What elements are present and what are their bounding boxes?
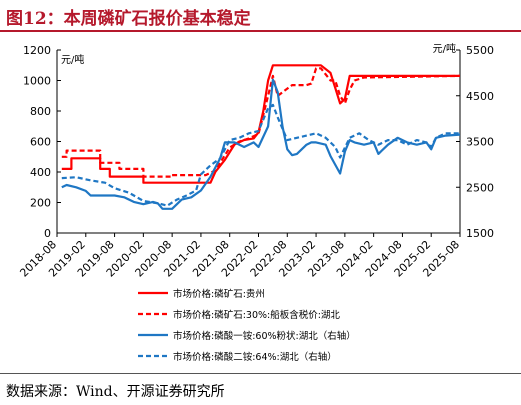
left-tick-label: 400 bbox=[30, 166, 51, 179]
left-tick-label: 800 bbox=[30, 105, 51, 118]
left-unit-label: 元/吨 bbox=[61, 53, 84, 66]
right-tick-label: 2500 bbox=[466, 181, 494, 194]
left-tick-label: 600 bbox=[30, 136, 51, 149]
series-line-2 bbox=[61, 67, 461, 178]
left-tick-label: 1200 bbox=[23, 44, 51, 57]
figure-title: 图12：本周磷矿石报价基本稳定 bbox=[6, 9, 251, 29]
figure-header: 图12：本周磷矿石报价基本稳定 bbox=[0, 0, 521, 32]
legend-label-2: 市场价格:磷矿石:30%:船板含税价:湖北 bbox=[173, 309, 340, 321]
line-chart: 0 200 400 600 800 1000 1200 1500 2500 3500 4500 550… bbox=[17, 42, 494, 363]
legend-label-1: 市场价格:磷矿石:贵州 bbox=[173, 288, 265, 300]
title-rule bbox=[0, 30, 521, 32]
chart-axes: 0 200 400 600 800 1000 1200 1500 2500 3500 4500 550… bbox=[17, 42, 494, 280]
series-line-3 bbox=[61, 78, 461, 210]
series-line-4 bbox=[61, 103, 460, 207]
right-tick-label: 4500 bbox=[466, 90, 494, 103]
right-tick-label: 5500 bbox=[466, 44, 494, 57]
source-note: 数据来源：Wind、开源证券研究所 bbox=[6, 384, 225, 400]
right-tick-label: 1500 bbox=[466, 227, 494, 240]
left-tick-label: 0 bbox=[44, 227, 51, 240]
series-layer bbox=[61, 64, 461, 210]
legend-label-3: 市场价格:磷酸一铵:60%粉状:湖北（右轴） bbox=[173, 330, 356, 342]
right-unit-label: 元/吨 bbox=[433, 42, 456, 55]
left-tick-label: 200 bbox=[30, 197, 51, 210]
left-tick-label: 1000 bbox=[23, 75, 51, 88]
legend-label-4: 市场价格:磷酸二铵:64%:湖北（右轴） bbox=[173, 351, 337, 363]
source-rule bbox=[0, 373, 521, 374]
chart-legend: 市场价格:磷矿石:贵州市场价格:磷矿石:30%:船板含税价:湖北市场价格:磷酸一… bbox=[138, 288, 356, 363]
right-tick-label: 3500 bbox=[466, 136, 494, 149]
